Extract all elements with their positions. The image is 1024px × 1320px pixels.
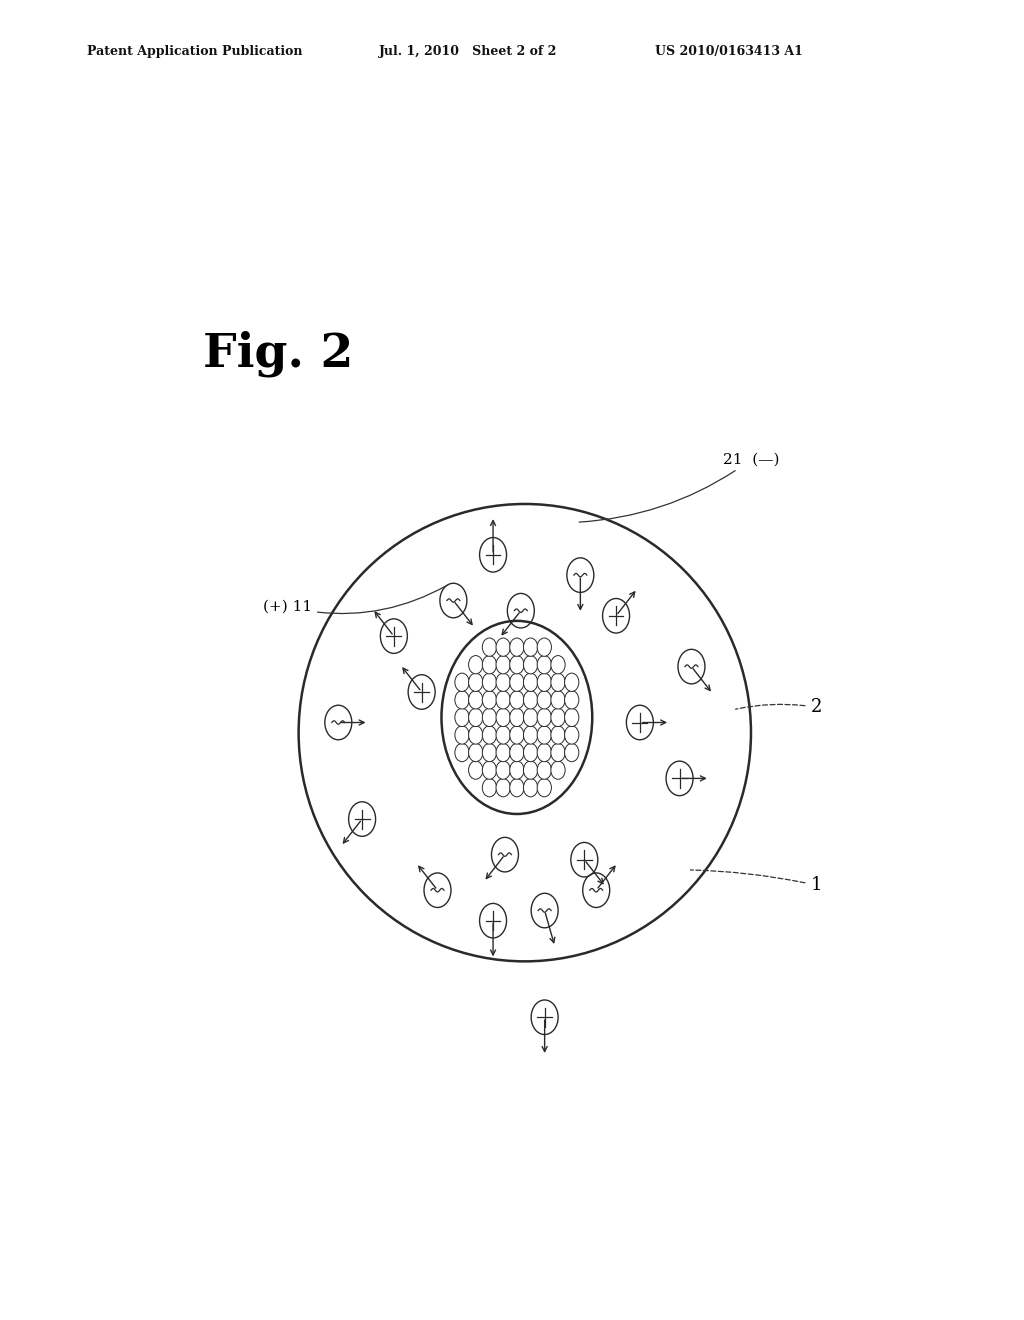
Circle shape bbox=[482, 690, 497, 709]
Circle shape bbox=[482, 709, 497, 726]
Circle shape bbox=[455, 709, 469, 726]
Circle shape bbox=[482, 656, 497, 675]
Circle shape bbox=[510, 690, 524, 709]
Circle shape bbox=[469, 743, 483, 762]
Circle shape bbox=[538, 673, 552, 692]
Circle shape bbox=[551, 760, 565, 779]
Circle shape bbox=[523, 743, 538, 762]
Circle shape bbox=[523, 673, 538, 692]
Circle shape bbox=[482, 743, 497, 762]
Text: 2: 2 bbox=[735, 698, 822, 717]
Circle shape bbox=[551, 673, 565, 692]
Circle shape bbox=[482, 779, 497, 797]
Circle shape bbox=[551, 656, 565, 675]
Circle shape bbox=[496, 690, 510, 709]
Circle shape bbox=[523, 726, 538, 744]
Circle shape bbox=[564, 726, 579, 744]
Circle shape bbox=[551, 690, 565, 709]
Circle shape bbox=[523, 760, 538, 779]
Circle shape bbox=[510, 760, 524, 779]
Circle shape bbox=[510, 743, 524, 762]
Circle shape bbox=[538, 709, 552, 726]
Circle shape bbox=[482, 726, 497, 744]
Circle shape bbox=[510, 656, 524, 675]
Circle shape bbox=[523, 709, 538, 726]
Circle shape bbox=[510, 709, 524, 726]
Circle shape bbox=[538, 779, 552, 797]
Circle shape bbox=[538, 726, 552, 744]
Circle shape bbox=[538, 638, 552, 656]
Text: 1: 1 bbox=[690, 870, 822, 894]
Circle shape bbox=[455, 726, 469, 744]
Circle shape bbox=[564, 743, 579, 762]
Text: Jul. 1, 2010   Sheet 2 of 2: Jul. 1, 2010 Sheet 2 of 2 bbox=[379, 45, 557, 58]
Circle shape bbox=[496, 656, 510, 675]
Circle shape bbox=[538, 760, 552, 779]
Circle shape bbox=[482, 760, 497, 779]
Circle shape bbox=[523, 656, 538, 675]
Text: US 2010/0163413 A1: US 2010/0163413 A1 bbox=[655, 45, 803, 58]
Circle shape bbox=[551, 726, 565, 744]
Circle shape bbox=[564, 709, 579, 726]
Circle shape bbox=[510, 779, 524, 797]
Circle shape bbox=[469, 690, 483, 709]
Circle shape bbox=[496, 760, 510, 779]
Text: Patent Application Publication: Patent Application Publication bbox=[87, 45, 302, 58]
Circle shape bbox=[496, 743, 510, 762]
Circle shape bbox=[469, 673, 483, 692]
Circle shape bbox=[510, 638, 524, 656]
Circle shape bbox=[551, 709, 565, 726]
Circle shape bbox=[469, 656, 483, 675]
Circle shape bbox=[455, 673, 469, 692]
Circle shape bbox=[538, 743, 552, 762]
Circle shape bbox=[469, 726, 483, 744]
Circle shape bbox=[523, 690, 538, 709]
Circle shape bbox=[538, 690, 552, 709]
Circle shape bbox=[510, 726, 524, 744]
Circle shape bbox=[482, 673, 497, 692]
Circle shape bbox=[469, 709, 483, 726]
Circle shape bbox=[564, 673, 579, 692]
Circle shape bbox=[496, 709, 510, 726]
Circle shape bbox=[551, 743, 565, 762]
Circle shape bbox=[455, 690, 469, 709]
Circle shape bbox=[523, 779, 538, 797]
Text: (+) 11: (+) 11 bbox=[263, 585, 447, 614]
Circle shape bbox=[482, 638, 497, 656]
Text: Fig. 2: Fig. 2 bbox=[204, 331, 353, 378]
Circle shape bbox=[523, 638, 538, 656]
Circle shape bbox=[496, 638, 510, 656]
Circle shape bbox=[564, 690, 579, 709]
Circle shape bbox=[496, 726, 510, 744]
Circle shape bbox=[496, 673, 510, 692]
Circle shape bbox=[496, 779, 510, 797]
Circle shape bbox=[538, 656, 552, 675]
Text: 21  (—): 21 (—) bbox=[580, 453, 779, 523]
Circle shape bbox=[469, 760, 483, 779]
Circle shape bbox=[455, 743, 469, 762]
Circle shape bbox=[510, 673, 524, 692]
